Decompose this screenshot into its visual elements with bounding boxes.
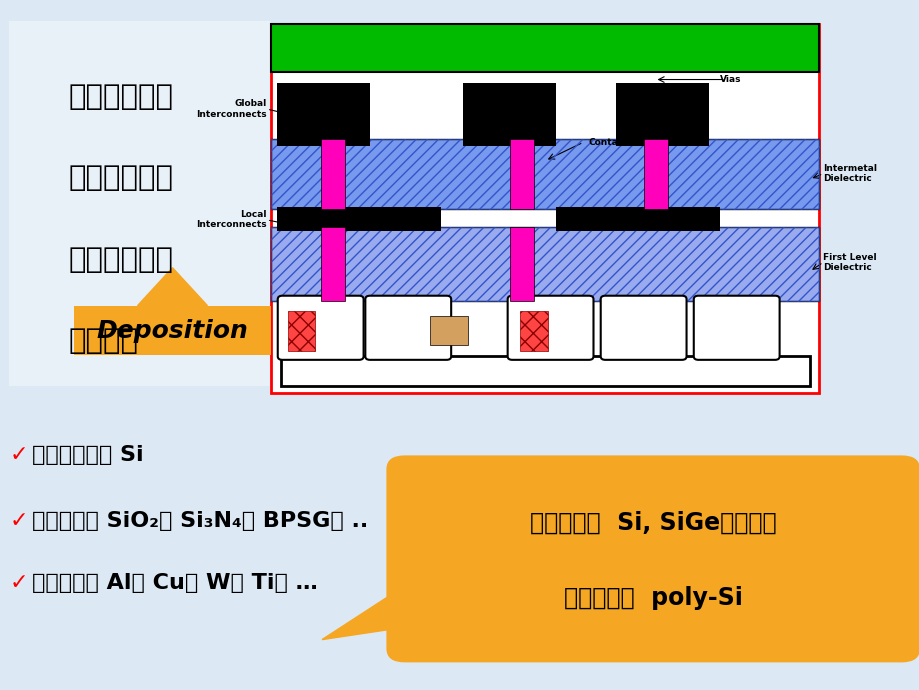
FancyBboxPatch shape — [321, 227, 345, 301]
Text: Local
Interconnects: Local Interconnects — [196, 210, 267, 230]
FancyBboxPatch shape — [643, 139, 667, 209]
Text: Vias: Vias — [720, 75, 741, 84]
FancyBboxPatch shape — [386, 455, 919, 662]
FancyBboxPatch shape — [509, 227, 534, 301]
Text: 备中，很多薄: 备中，很多薄 — [69, 164, 174, 193]
Text: Deposition: Deposition — [96, 319, 248, 342]
Text: 半导体薄膜： Si: 半导体薄膜： Si — [32, 446, 143, 465]
Text: 膜材料由淀积: 膜材料由淀积 — [69, 246, 174, 274]
Text: 单晶薄膜：  Si, SiGe（外延）: 单晶薄膜： Si, SiGe（外延） — [529, 511, 776, 535]
FancyBboxPatch shape — [9, 21, 271, 386]
FancyBboxPatch shape — [271, 24, 818, 72]
Text: 介质薄膜： SiO₂， Si₃N₄， BPSG， ..: 介质薄膜： SiO₂， Si₃N₄， BPSG， .. — [32, 511, 368, 531]
FancyBboxPatch shape — [365, 296, 450, 360]
Text: Global
Interconnects: Global Interconnects — [196, 99, 267, 119]
FancyBboxPatch shape — [280, 357, 809, 386]
FancyBboxPatch shape — [430, 316, 468, 345]
FancyBboxPatch shape — [271, 24, 818, 393]
FancyBboxPatch shape — [600, 296, 686, 360]
Text: First Level
Dielectric: First Level Dielectric — [823, 253, 876, 272]
FancyBboxPatch shape — [288, 310, 315, 351]
FancyBboxPatch shape — [555, 207, 720, 231]
FancyBboxPatch shape — [278, 296, 363, 360]
FancyBboxPatch shape — [271, 139, 818, 209]
FancyBboxPatch shape — [277, 83, 369, 146]
Polygon shape — [138, 268, 208, 306]
Text: ✓: ✓ — [9, 573, 28, 593]
Text: ✓: ✓ — [9, 511, 28, 531]
Polygon shape — [322, 586, 441, 640]
FancyBboxPatch shape — [321, 139, 345, 209]
Text: ✓: ✓ — [9, 446, 28, 465]
FancyBboxPatch shape — [462, 83, 555, 146]
FancyBboxPatch shape — [507, 296, 593, 360]
FancyBboxPatch shape — [693, 296, 778, 360]
Text: 金属薄膜： Al， Cu， W， Ti， …: 金属薄膜： Al， Cu， W， Ti， … — [32, 573, 318, 593]
FancyBboxPatch shape — [271, 227, 818, 301]
Text: Intermetal
Dielectric: Intermetal Dielectric — [823, 164, 877, 184]
FancyBboxPatch shape — [509, 139, 534, 209]
Text: Contacts: Contacts — [588, 138, 633, 147]
FancyBboxPatch shape — [616, 83, 709, 146]
Text: 在集成电路制: 在集成电路制 — [69, 83, 174, 111]
FancyBboxPatch shape — [277, 207, 440, 231]
FancyBboxPatch shape — [74, 306, 271, 355]
FancyBboxPatch shape — [520, 310, 547, 351]
Text: 多晶薄膜：  poly-Si: 多晶薄膜： poly-Si — [563, 586, 742, 611]
Text: 工艺形成: 工艺形成 — [69, 327, 139, 355]
